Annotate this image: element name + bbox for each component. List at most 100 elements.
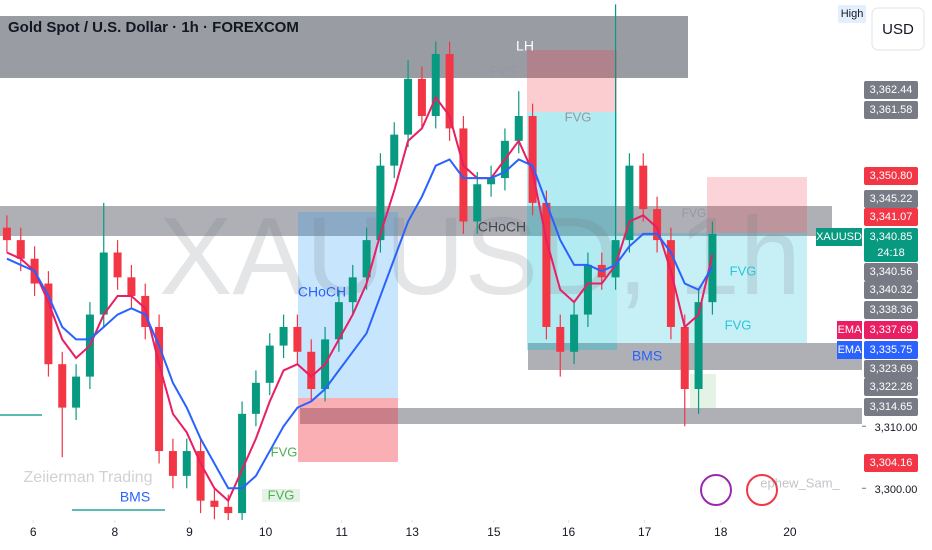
candle-body	[639, 165, 648, 210]
price-label-box	[864, 360, 918, 378]
price-label: 3,361.58	[870, 104, 913, 116]
price-label: 3,340.32	[870, 284, 913, 296]
currency-button[interactable]	[871, 7, 925, 51]
candle-body	[362, 240, 371, 278]
candle-body	[2, 227, 11, 241]
annotation: FVG	[268, 487, 295, 502]
x-tick-label: 17	[638, 525, 652, 539]
x-tick-label: 15	[487, 525, 501, 539]
price-label: 3,323.69	[870, 363, 913, 375]
candle-body	[611, 240, 620, 278]
candle-body	[99, 252, 108, 315]
zone	[298, 398, 398, 462]
price-label-box	[864, 190, 918, 208]
candle-body	[556, 326, 565, 352]
candle-body	[459, 128, 468, 222]
price-label-box	[864, 281, 918, 299]
candle-body	[694, 302, 703, 390]
price-label: 3,340.56	[870, 266, 913, 278]
x-tick-label: 16	[562, 525, 576, 539]
price-label: 3,345.22	[870, 193, 913, 205]
price-label: 3,362.44	[870, 84, 913, 96]
price-label-box	[864, 378, 918, 396]
price-tag: EMA	[838, 324, 863, 336]
annotation: FVG	[490, 63, 517, 78]
candle-body	[625, 165, 634, 241]
time-axis	[0, 520, 862, 550]
zone	[300, 408, 862, 424]
candle-body	[155, 326, 164, 452]
price-label-box	[864, 321, 918, 339]
candle-body	[238, 413, 247, 514]
candle-body	[168, 451, 177, 476]
price-label-box	[864, 228, 918, 262]
candle-body	[528, 116, 537, 203]
candle-body	[583, 264, 592, 315]
candle-body	[653, 209, 662, 241]
candle-body	[279, 326, 288, 346]
candle-body	[680, 326, 689, 390]
annotation: BMS	[632, 348, 662, 364]
price-label: 3,304.16	[870, 457, 913, 469]
candle-body	[16, 240, 25, 259]
x-tick-label: 13	[406, 525, 420, 539]
x-tick-label: 20	[783, 525, 797, 539]
candle-body	[431, 53, 440, 117]
zone	[0, 16, 688, 78]
candle-body	[417, 78, 426, 117]
x-tick-label: 11	[335, 525, 348, 539]
candle-body	[445, 53, 454, 129]
price-label-box	[864, 263, 918, 281]
candle-body	[44, 283, 53, 365]
zone	[527, 50, 617, 112]
x-tick-label: 10	[259, 525, 273, 539]
annotation: FVG	[565, 109, 592, 124]
price-label-box	[864, 81, 918, 99]
zone	[527, 112, 617, 350]
plot	[2, 4, 717, 550]
candle-body	[265, 345, 274, 383]
price-tag: XAUUSD	[816, 231, 862, 243]
high-tag	[838, 5, 866, 23]
candle-body	[182, 451, 191, 476]
annotation: CHoCH	[478, 219, 526, 235]
price-tag: EMA	[838, 344, 863, 356]
price-label: 3,337.69	[870, 324, 913, 336]
high-tag-text: High	[841, 8, 864, 20]
y-tick-label: 3,310.00	[875, 422, 918, 434]
x-tick-label: 6	[30, 525, 37, 539]
annotation: FVG	[725, 317, 752, 332]
candle-body	[570, 314, 579, 352]
y-tick-label: 3,300.00	[875, 484, 918, 496]
annotation: ephew_Sam_	[760, 475, 840, 490]
price-label: 3,314.65	[870, 401, 913, 413]
annotation: LH	[516, 38, 534, 54]
candle-body	[404, 78, 413, 135]
candle-body	[487, 178, 496, 185]
price-label: 3,335.75	[870, 344, 913, 356]
annotation: FVG	[682, 206, 707, 220]
chart-title: Gold Spot / U.S. Dollar · 1h · FOREXCOM	[8, 19, 299, 36]
price-label-box	[864, 454, 918, 472]
zones	[0, 16, 862, 511]
icon[interactable]	[746, 474, 778, 506]
price-label: 3,340.85	[870, 231, 913, 243]
price-label-box	[864, 341, 918, 359]
candle-body	[113, 252, 122, 278]
zone	[0, 206, 832, 236]
annotation: FVG	[730, 263, 757, 278]
annotation: Zeiierman Trading	[24, 469, 153, 486]
candle-body	[390, 134, 399, 166]
price-label: 3,338.36	[870, 304, 913, 316]
candle-body	[72, 376, 81, 408]
x-tick-label: 9	[186, 525, 193, 539]
icon[interactable]	[700, 474, 732, 506]
candle-body	[210, 500, 219, 507]
candle-body	[514, 116, 523, 141]
annotation: FVG	[271, 444, 298, 459]
x-tick-label: 18	[714, 525, 728, 539]
candle-body	[348, 277, 357, 303]
candle-body	[224, 506, 233, 514]
